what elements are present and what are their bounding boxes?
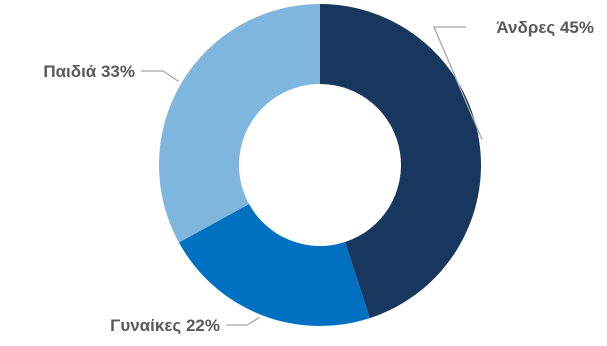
slice-paidia — [159, 4, 320, 243]
data-label-paidia: Παιδιά 33% — [43, 62, 135, 81]
leader-line-paidia — [141, 70, 180, 83]
donut-slices — [159, 4, 481, 326]
leader-line-andres — [433, 26, 483, 140]
leader-lines — [141, 26, 483, 326]
slice-andres — [320, 4, 481, 319]
leader-line-gynaikes — [226, 316, 260, 326]
data-label-andres: Άνδρες 45% — [496, 18, 594, 37]
data-label-gynaikes: Γυναίκες 22% — [110, 316, 220, 335]
data-labels: Άνδρες 45% Γυναίκες 22% Παιδιά 33% — [43, 18, 594, 335]
slice-gynaikes — [178, 204, 370, 326]
